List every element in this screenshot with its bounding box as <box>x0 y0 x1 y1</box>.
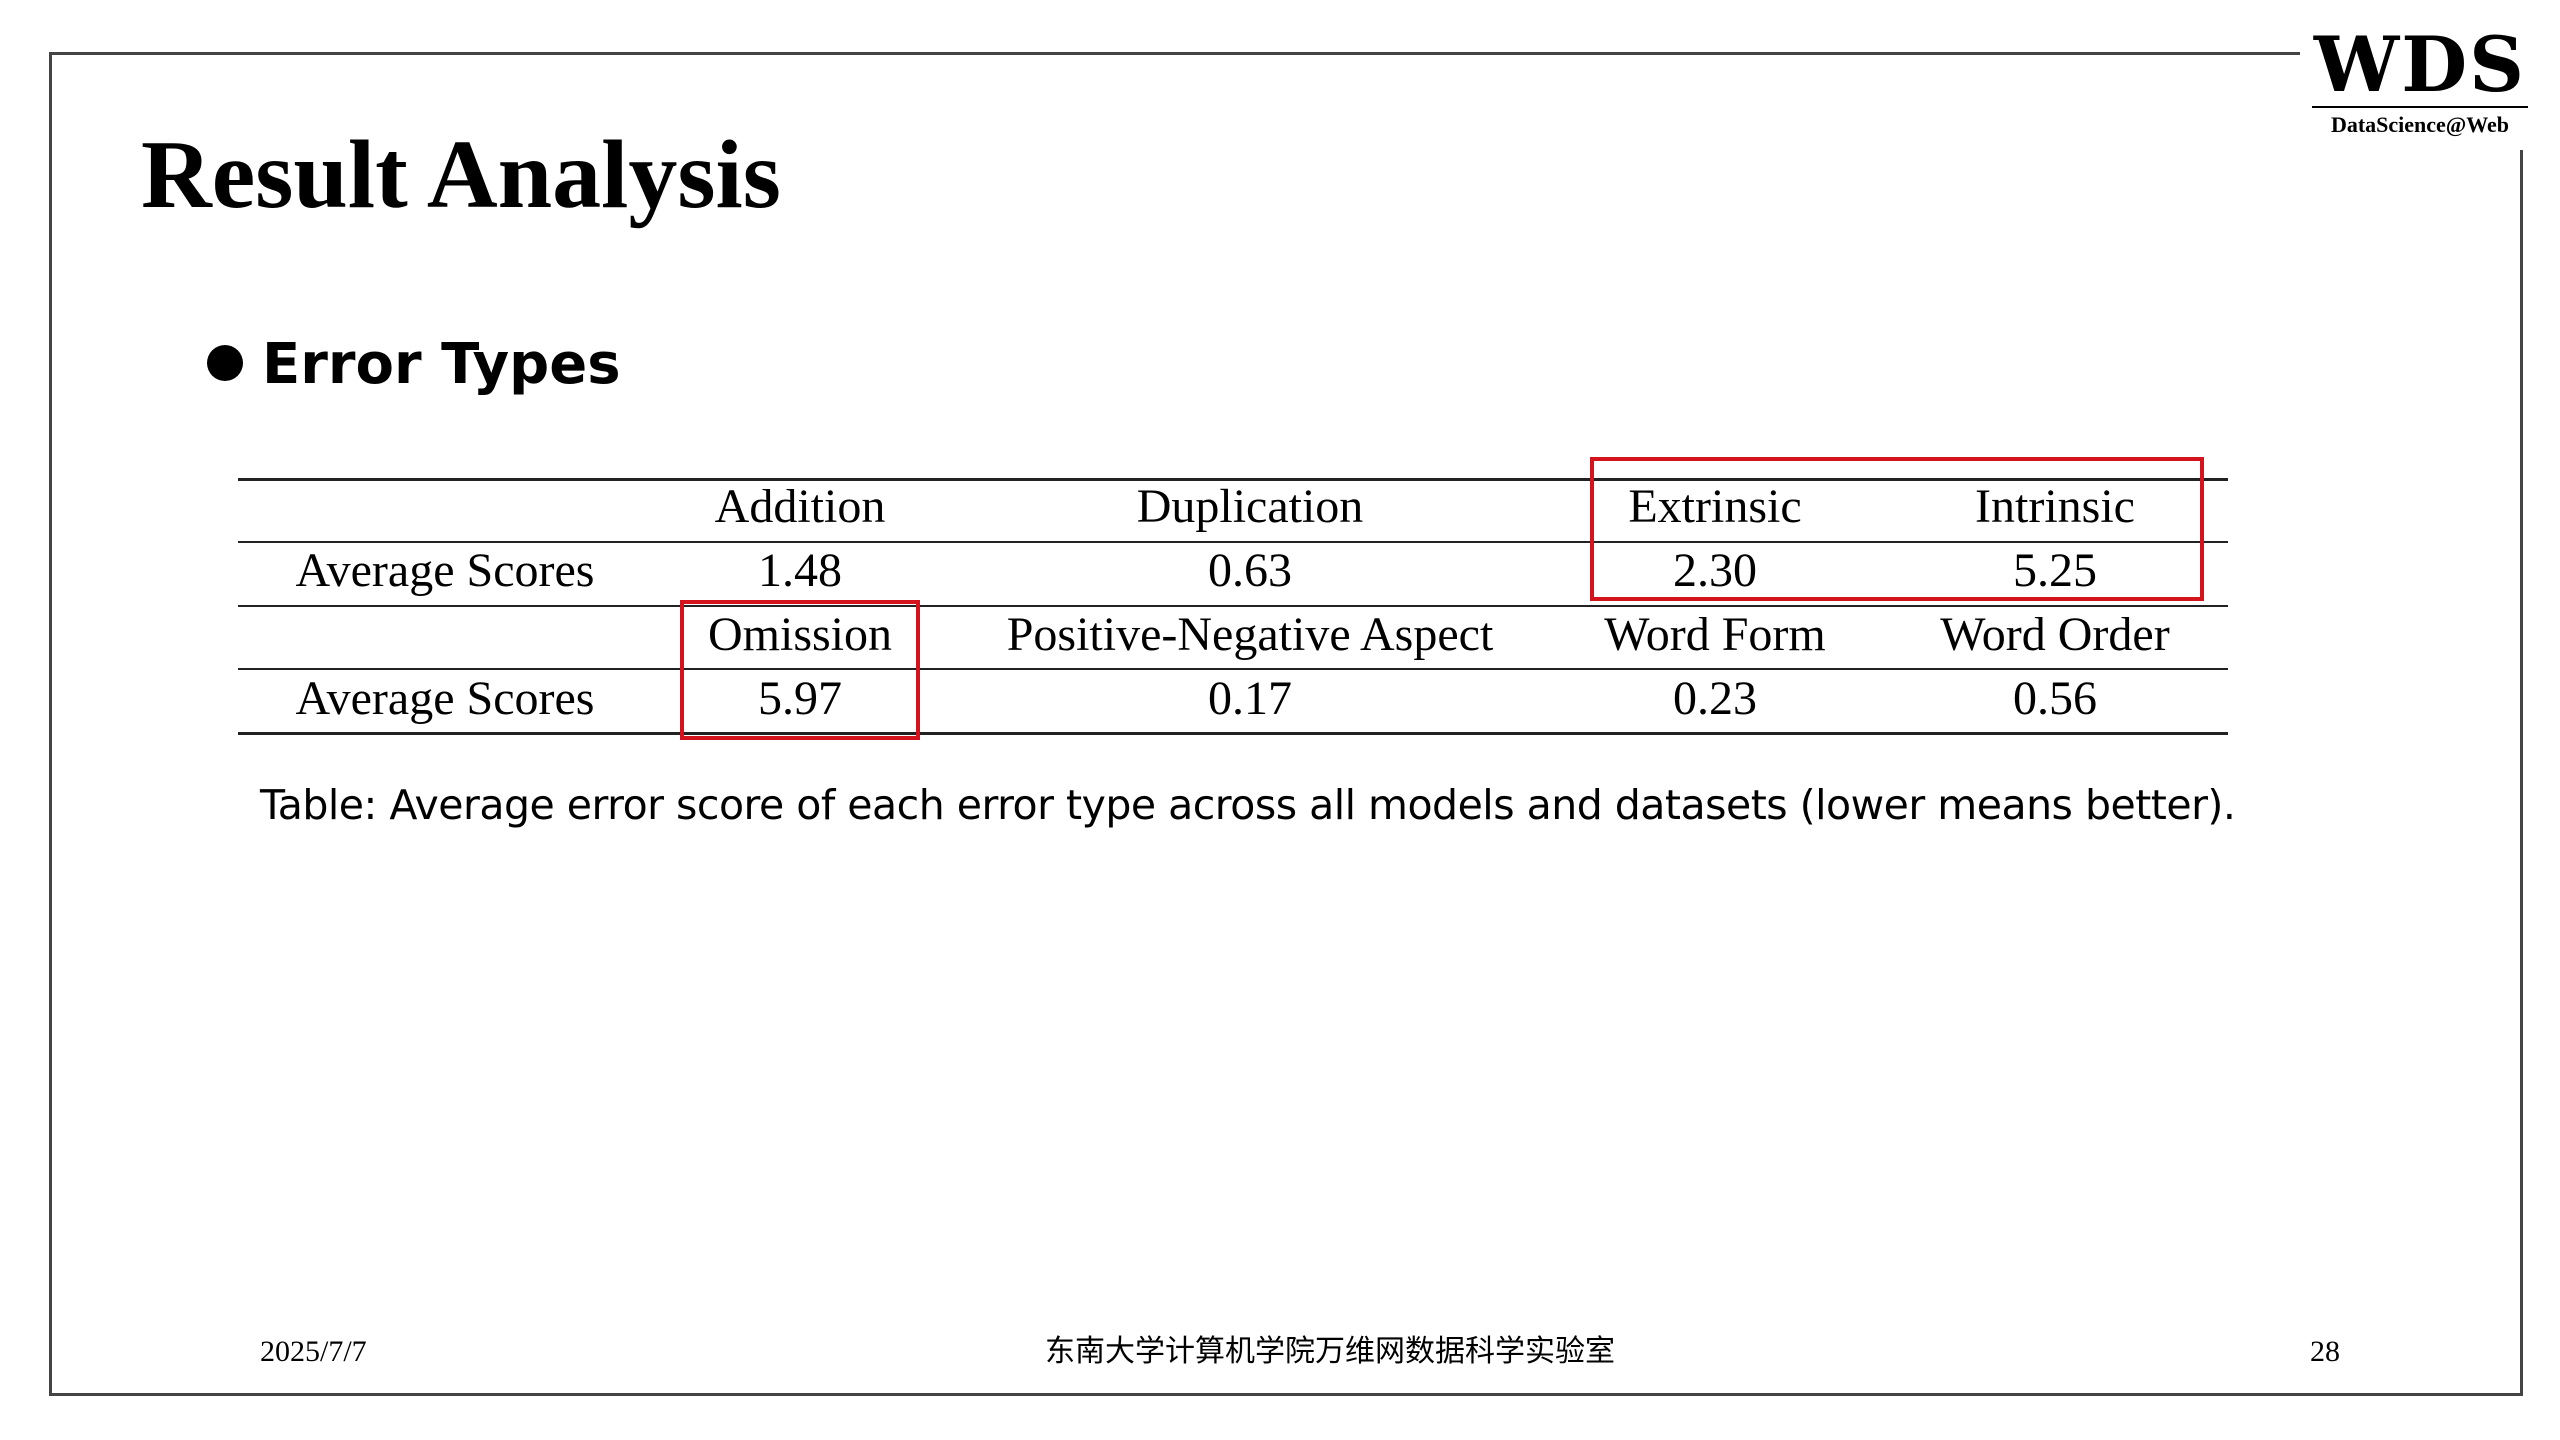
score-word-order: 0.56 <box>2013 672 2097 725</box>
row-label: Average Scores <box>295 672 595 725</box>
header-positive-negative-aspect: Positive-Negative Aspect <box>1006 608 1494 661</box>
score-positive-negative-aspect: 0.17 <box>1208 672 1292 725</box>
score-duplication: 0.63 <box>1208 544 1292 597</box>
table-cell <box>250 603 640 667</box>
slide-frame <box>49 52 2523 1396</box>
wds-logo: WDS <box>2313 20 2527 109</box>
header-intrinsic: Intrinsic <box>1975 480 2135 533</box>
header-word-order: Word Order <box>1940 608 2170 661</box>
logo-divider <box>2312 106 2528 108</box>
page-number: 28 <box>2310 1335 2340 1368</box>
header-word-form: Word Form <box>1604 608 1826 661</box>
slide-title: Result Analysis <box>141 121 781 229</box>
score-intrinsic: 5.25 <box>2013 544 2097 597</box>
score-omission: 5.97 <box>758 672 842 725</box>
table-cell <box>250 475 640 539</box>
table-rule <box>238 541 2228 543</box>
table-rule <box>238 668 2228 670</box>
table-bottom-rule <box>238 732 2228 735</box>
bullet-dot-icon <box>207 345 243 381</box>
row-label: Average Scores <box>295 544 595 597</box>
table-rule <box>238 605 2228 607</box>
header-addition: Addition <box>714 480 886 533</box>
footer-date: 2025/7/7 <box>260 1335 367 1368</box>
header-duplication: Duplication <box>1136 480 1364 533</box>
score-addition: 1.48 <box>758 544 842 597</box>
header-extrinsic: Extrinsic <box>1628 480 1802 533</box>
highlight-box-omission <box>680 600 920 740</box>
bullet-heading: Error Types <box>262 332 621 397</box>
footer-organization: 东南大学计算机学院万维网数据科学实验室 <box>1045 1334 1615 1369</box>
table-caption: Table: Average error score of each error… <box>260 781 2236 829</box>
table-top-rule <box>238 478 2228 481</box>
header-omission: Omission <box>707 608 893 661</box>
score-extrinsic: 2.30 <box>1673 544 1757 597</box>
highlight-box-extrinsic-intrinsic <box>1590 457 2204 601</box>
logo-subtitle: DataScience@Web <box>2330 112 2510 137</box>
logo-area <box>2300 20 2560 150</box>
score-word-form: 0.23 <box>1673 672 1757 725</box>
